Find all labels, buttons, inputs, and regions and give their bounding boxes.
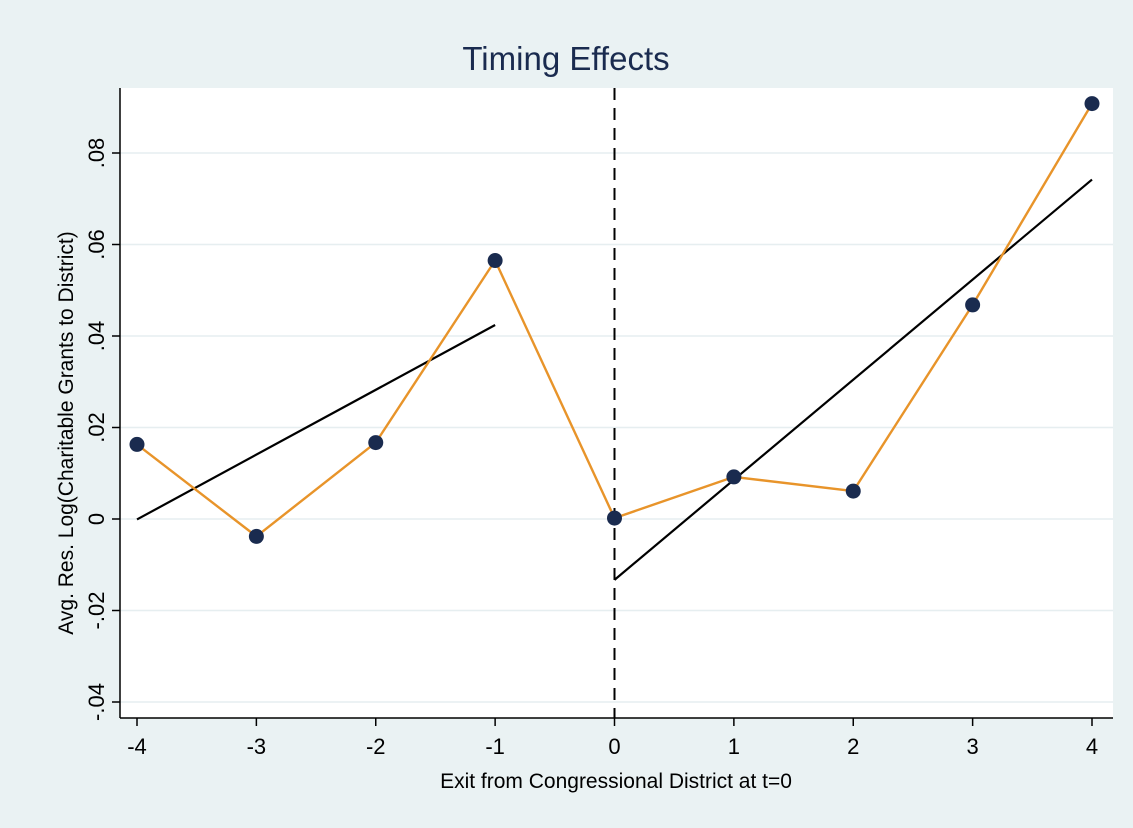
- data-point-2: [368, 435, 384, 451]
- fit-line-1: [136, 324, 496, 521]
- x-tick-label-2: -2: [366, 734, 386, 759]
- data-point-6: [845, 483, 861, 499]
- x-tick-label-7: 3: [967, 734, 979, 759]
- x-tick-label-8: 4: [1086, 734, 1098, 759]
- x-tick-label-5: 1: [728, 734, 740, 759]
- data-point-8: [1084, 96, 1100, 112]
- data-point-4: [607, 510, 622, 526]
- fit-line-2: [613, 178, 1093, 581]
- plot-area: [120, 88, 1113, 718]
- data-point-3: [487, 253, 503, 269]
- data-point-7: [965, 297, 981, 313]
- axes: -.04 -.02 0 .02 .04 .06 .08 -4 -3 -2 -1 0 1 2 3 4: [84, 88, 1113, 759]
- y-tick-label-6: .08: [84, 138, 109, 169]
- fit-lines: [136, 178, 1093, 581]
- y-tick-label-3: .02: [84, 412, 109, 443]
- y-tick-label-4: .04: [84, 321, 109, 352]
- y-tick-label-2: 0: [84, 513, 109, 525]
- x-tick-label-1: -3: [247, 734, 267, 759]
- y-tick-label-0: -.04: [84, 683, 109, 721]
- x-axis-title: Exit from Congressional District at t=0: [440, 770, 792, 793]
- x-tick-label-6: 2: [847, 734, 859, 759]
- data-point-5: [726, 469, 742, 485]
- x-tick-label-3: -1: [485, 734, 505, 759]
- data-point-1: [248, 528, 264, 544]
- data-series: [129, 96, 1100, 544]
- x-tick-label-0: -4: [127, 734, 147, 759]
- y-tick-label-1: -.02: [84, 592, 109, 630]
- chart-title: Timing Effects: [462, 40, 669, 77]
- y-axis-title: Avg. Res. Log(Charitable Grants to Distr…: [55, 231, 78, 634]
- data-point-0: [129, 436, 145, 452]
- y-tick-label-5: .06: [84, 229, 109, 260]
- x-tick-label-4: 0: [608, 734, 620, 759]
